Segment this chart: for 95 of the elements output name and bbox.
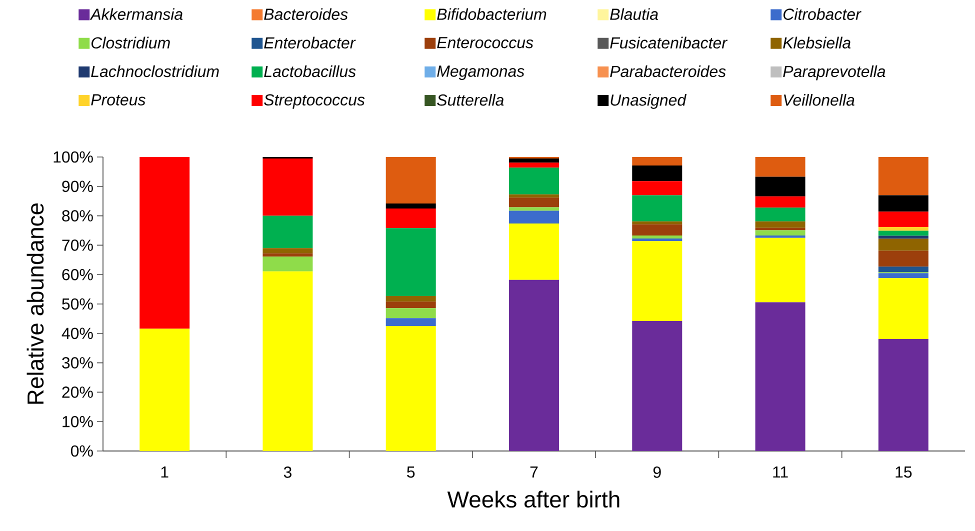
bar xyxy=(632,241,682,322)
y-tick-label: 70% xyxy=(62,240,93,251)
bar xyxy=(509,158,559,163)
bar xyxy=(755,157,806,177)
bar xyxy=(386,208,436,228)
y-tick-label: 0% xyxy=(70,445,93,457)
bar xyxy=(632,181,682,196)
y-tick-label: 30% xyxy=(62,357,93,368)
bar xyxy=(878,195,928,212)
legend-label: Sutterella xyxy=(437,94,504,106)
bar xyxy=(509,162,559,168)
bar xyxy=(509,207,559,211)
bar xyxy=(262,216,313,248)
legend-label: Parabacteroides xyxy=(610,65,726,78)
bar xyxy=(386,228,436,296)
x-tick-label: 9 xyxy=(653,466,661,478)
bar xyxy=(755,238,806,302)
bar xyxy=(878,250,928,267)
legend-label: Blautia xyxy=(610,8,658,20)
y-tick-label: 10% xyxy=(62,416,93,428)
bar xyxy=(632,224,682,236)
bar xyxy=(755,176,806,196)
bar xyxy=(878,238,928,251)
bar xyxy=(755,208,806,222)
y-axis-title: Relative abundance xyxy=(26,203,44,404)
bar xyxy=(755,230,806,236)
bar xyxy=(140,157,190,329)
bar xyxy=(878,273,928,278)
legend-label: Proteus xyxy=(91,94,146,106)
bar xyxy=(878,157,928,196)
bar xyxy=(755,196,806,208)
legend-label: Clostridium xyxy=(92,36,170,49)
y-tick-label: 40% xyxy=(62,328,93,340)
bar xyxy=(878,212,928,227)
bar xyxy=(386,296,436,302)
bar xyxy=(386,308,436,318)
x-tick-label: 15 xyxy=(896,466,912,478)
bar xyxy=(878,338,928,451)
x-tick-label: 5 xyxy=(407,466,415,478)
bar xyxy=(878,230,928,236)
bar xyxy=(509,168,559,194)
bar xyxy=(878,226,928,231)
bar xyxy=(632,238,682,242)
legend-label: Akkermansia xyxy=(90,8,183,20)
legend-label: Bacteroides xyxy=(264,8,348,20)
y-tick-label: 90% xyxy=(62,180,93,192)
legend-label: Lachnoclostridium xyxy=(91,65,219,78)
bar xyxy=(632,195,682,222)
x-tick-label: 3 xyxy=(284,466,292,478)
x-tick-label: 7 xyxy=(530,466,538,478)
bar xyxy=(262,271,313,451)
legend-label: Enterococcus xyxy=(437,37,534,48)
bar xyxy=(140,328,190,451)
y-tick-label: 100% xyxy=(54,151,93,163)
bar xyxy=(509,194,559,198)
bar xyxy=(386,203,436,208)
bar xyxy=(262,158,313,216)
legend-label: Megamonas xyxy=(437,66,524,80)
bar xyxy=(755,302,806,451)
bar xyxy=(632,157,682,166)
bar xyxy=(632,221,682,224)
legend-label: Bifidobacterium xyxy=(437,8,546,20)
y-tick-label: 50% xyxy=(62,298,93,310)
bar xyxy=(632,321,682,451)
bar xyxy=(262,248,313,254)
bar xyxy=(509,280,559,451)
bar xyxy=(632,236,682,238)
x-tick-label: 1 xyxy=(161,466,168,478)
bar xyxy=(386,302,436,308)
bar xyxy=(386,318,436,326)
y-tick-label: 60% xyxy=(62,268,93,280)
bar xyxy=(262,256,313,272)
bar xyxy=(386,326,436,451)
bar xyxy=(262,253,313,257)
y-tick-label: 20% xyxy=(62,386,93,398)
legend-label: Unasigned xyxy=(610,94,687,109)
bar xyxy=(386,157,436,204)
bar xyxy=(878,266,928,272)
bar xyxy=(509,198,559,208)
legend-label: Citrobacter xyxy=(783,8,862,20)
bar xyxy=(509,223,559,280)
bar xyxy=(509,210,559,224)
x-axis-title: Weeks after birth xyxy=(447,490,620,508)
legend-label: Veillonella xyxy=(784,94,854,106)
legend-label: Fusicatenibacter xyxy=(610,36,728,49)
legend-label: Paraprevotella xyxy=(783,65,886,80)
legend-label: Klebsiella xyxy=(783,36,851,49)
bar xyxy=(632,166,682,182)
y-tick-label: 80% xyxy=(62,210,93,222)
legend-label: Streptococcus xyxy=(264,94,365,109)
legend-label: Enterobacter xyxy=(264,36,356,49)
x-tick-label: 11 xyxy=(773,466,788,478)
legend-label: Lactobacillus xyxy=(264,65,356,78)
bar xyxy=(755,221,806,228)
bar xyxy=(878,278,928,339)
